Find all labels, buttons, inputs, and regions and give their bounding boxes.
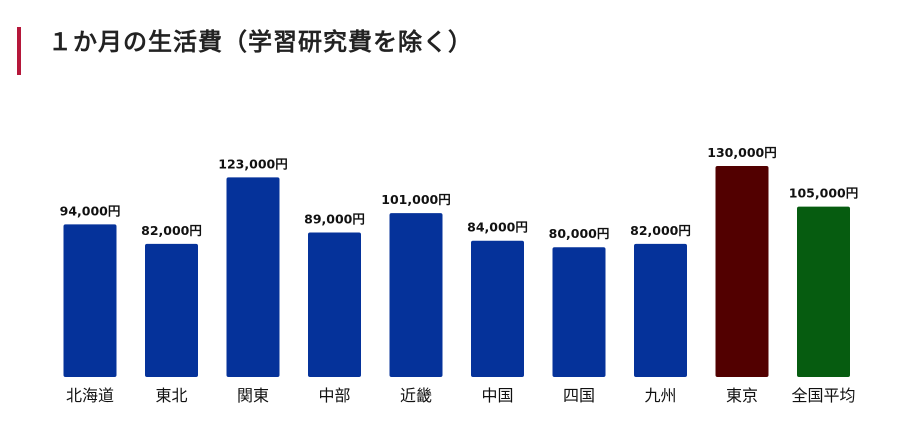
value-label-6: 84,000円 <box>467 220 528 235</box>
category-label-6: 中国 <box>481 386 513 405</box>
category-label-5: 近畿 <box>400 386 432 405</box>
value-label-1: 94,000円 <box>60 203 121 218</box>
bar-6 <box>471 240 524 377</box>
value-label-2: 82,000円 <box>141 223 202 238</box>
category-label-1: 北海道 <box>66 386 114 405</box>
value-label-4: 89,000円 <box>304 212 365 227</box>
bar-1 <box>63 224 117 377</box>
category-label-10: 全国平均 <box>791 386 855 405</box>
bar-5 <box>389 213 443 377</box>
chart-title: １か月の生活費（学習研究費を除く） <box>48 28 473 56</box>
category-label-8: 九州 <box>644 386 676 405</box>
value-label-8: 82,000円 <box>630 223 691 238</box>
title-accent-bar <box>17 27 21 75</box>
bar-3 <box>226 177 280 377</box>
value-label-7: 80,000円 <box>549 226 610 241</box>
category-label-4: 中部 <box>318 386 350 405</box>
bar-4 <box>308 232 361 377</box>
value-label-5: 101,000円 <box>381 192 450 207</box>
category-label-3: 関東 <box>237 386 269 405</box>
value-label-3: 123,000円 <box>218 156 287 171</box>
bar-7 <box>552 247 606 377</box>
value-label-9: 130,000円 <box>707 145 776 160</box>
value-label-10: 105,000円 <box>789 186 858 201</box>
category-label-2: 東北 <box>155 386 187 405</box>
bar-9 <box>715 166 769 377</box>
bar-10 <box>797 206 850 377</box>
bar-8 <box>634 243 687 377</box>
bar-2 <box>145 243 198 377</box>
category-label-9: 東京 <box>726 386 758 405</box>
category-label-7: 四国 <box>563 386 595 405</box>
